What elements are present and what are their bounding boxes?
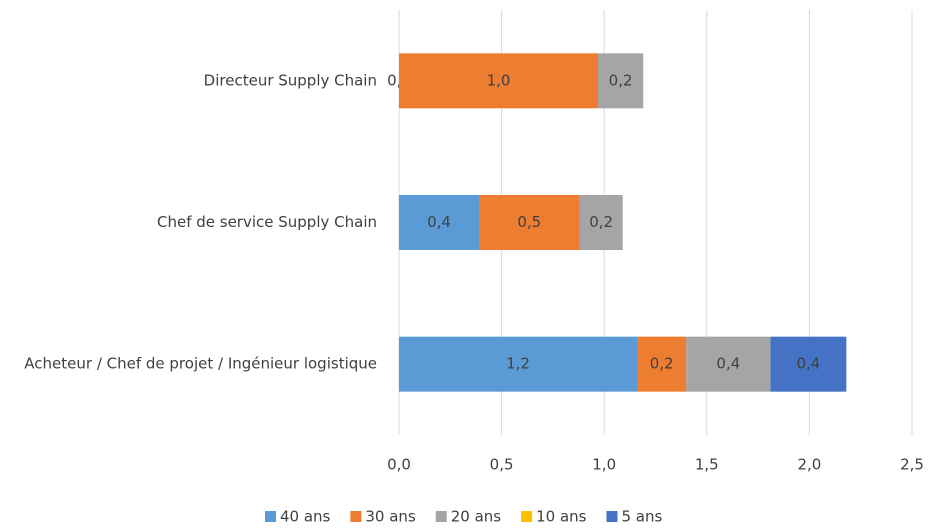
data-label: 0,4 bbox=[796, 355, 820, 373]
bar-segment bbox=[399, 195, 480, 250]
legend-label: 10 ans bbox=[536, 508, 587, 526]
data-label: 0,2 bbox=[650, 355, 674, 373]
category-label: Acheteur / Chef de projet / Ingénieur lo… bbox=[24, 355, 377, 373]
data-label: 1,0 bbox=[487, 71, 511, 89]
bar-segment bbox=[770, 336, 847, 392]
legend-swatch bbox=[606, 511, 618, 522]
data-label: 0,2 bbox=[589, 213, 613, 231]
legend-swatch bbox=[435, 511, 447, 522]
data-label: 0,4 bbox=[427, 213, 451, 231]
legend-label: 5 ans bbox=[622, 508, 663, 526]
legend-label: 30 ans bbox=[365, 508, 416, 526]
x-tick-label: 0,5 bbox=[490, 456, 514, 474]
x-tick-label: 0,0 bbox=[387, 456, 411, 474]
data-label: 0,4 bbox=[716, 355, 740, 373]
legend-swatch bbox=[350, 511, 362, 522]
data-label: 0,2 bbox=[609, 71, 633, 89]
x-tick-label: 2,0 bbox=[797, 456, 821, 474]
x-tick-label: 1,0 bbox=[592, 456, 616, 474]
bar-segment bbox=[399, 336, 638, 392]
legend-label: 20 ans bbox=[451, 508, 502, 526]
bar-segment bbox=[579, 195, 623, 250]
data-label: 0,5 bbox=[517, 213, 541, 231]
category-label: Directeur Supply Chain bbox=[204, 71, 377, 89]
legend-swatch bbox=[521, 511, 533, 522]
legend-label: 40 ans bbox=[280, 508, 331, 526]
data-label: 1,2 bbox=[506, 355, 530, 373]
bar-segment bbox=[637, 336, 687, 392]
x-tick-label: 2,5 bbox=[900, 456, 924, 474]
bar-segment bbox=[686, 336, 771, 392]
bar-segment bbox=[598, 53, 644, 109]
legend-swatch bbox=[265, 511, 276, 522]
category-label: Chef de service Supply Chain bbox=[157, 213, 377, 231]
bar-segment bbox=[399, 53, 599, 109]
x-tick-label: 1,5 bbox=[695, 456, 719, 474]
bar-segment bbox=[479, 195, 580, 250]
